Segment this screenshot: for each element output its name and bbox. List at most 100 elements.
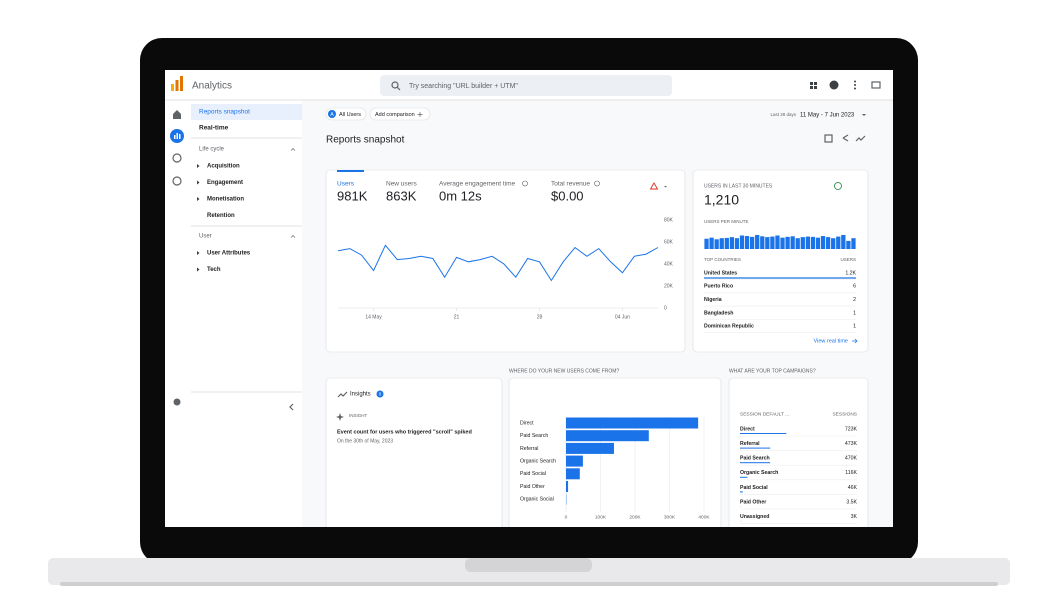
- section-title: WHERE DO YOUR NEW USERS COME FROM?: [509, 368, 619, 374]
- bar: [755, 234, 760, 249]
- bar: [775, 235, 780, 249]
- campaign-name: Paid Other: [740, 499, 766, 505]
- x-tick-label: 21: [454, 314, 460, 320]
- country-name: Bangladesh: [704, 310, 733, 316]
- nav-item[interactable]: Monetisation: [207, 197, 244, 203]
- chevron: [290, 235, 296, 238]
- settings-icon[interactable]: [173, 398, 181, 406]
- metric-value: 863K: [386, 188, 417, 203]
- expand-arrow: [197, 251, 200, 255]
- logo: [180, 76, 183, 91]
- insights-icon: [337, 391, 348, 398]
- view-realtime-link[interactable]: View real time: [814, 338, 848, 344]
- date-range[interactable]: 11 May - 7 Jun 2023: [800, 113, 855, 119]
- share-icon[interactable]: [842, 134, 849, 142]
- metric-label[interactable]: Users: [337, 181, 355, 188]
- metric-label[interactable]: New users: [386, 181, 417, 188]
- metric-value: $0.00: [551, 188, 584, 203]
- help-icon[interactable]: [829, 80, 839, 90]
- advertising-icon[interactable]: [172, 176, 182, 186]
- x-tick-label: 200K: [629, 514, 641, 520]
- country-name: Nigeria: [704, 297, 722, 303]
- bar: [765, 237, 770, 249]
- nav-section[interactable]: User: [199, 234, 212, 240]
- insight-date: On the 30th of May, 2023: [337, 438, 393, 444]
- logo: [171, 84, 174, 91]
- segment-badge-text: A: [330, 112, 334, 118]
- campaign-name: Referral: [740, 441, 760, 447]
- country-users: 1: [853, 310, 856, 316]
- insights-icon[interactable]: [855, 135, 866, 142]
- bar: [566, 455, 583, 467]
- line-series: [337, 244, 659, 282]
- status-icon: [834, 182, 842, 190]
- account-icon[interactable]: [871, 81, 881, 89]
- dropdown-icon: [664, 186, 667, 188]
- bar: [750, 236, 755, 249]
- y-tick-label: Organic Search: [520, 458, 556, 464]
- search-placeholder: Try searching "URL builder + UTM": [409, 83, 518, 90]
- country-name: United States: [704, 270, 737, 276]
- apps-icon[interactable]: [810, 82, 817, 89]
- segment-badge: [328, 110, 336, 118]
- nav-section[interactable]: Life cycle: [199, 147, 225, 153]
- explore-icon[interactable]: [172, 153, 182, 163]
- campaign-sessions: 473K: [845, 441, 858, 447]
- bar: [714, 239, 719, 249]
- segment-chip[interactable]: [325, 107, 367, 121]
- page-title: Reports snapshot: [326, 135, 405, 146]
- nav-item[interactable]: User Attributes: [207, 251, 251, 257]
- country-users: 6: [853, 284, 856, 290]
- campaign-name: Organic Search: [740, 470, 778, 476]
- nav-item[interactable]: Tech: [207, 267, 221, 273]
- y-tick-label: 60K: [664, 239, 674, 245]
- insight-headline[interactable]: Event count for users who triggered "scr…: [337, 429, 472, 435]
- country-users: 1.2K: [845, 270, 856, 276]
- realtime-value: 1,210: [704, 192, 739, 208]
- campaign-name: Paid Social: [740, 485, 768, 491]
- bar: [724, 237, 729, 249]
- bar: [709, 237, 714, 249]
- more-icon[interactable]: [854, 80, 856, 90]
- laptop-notch: [465, 558, 592, 572]
- nav-item[interactable]: Retention: [207, 213, 235, 219]
- session-bar: [740, 476, 748, 478]
- campaign-name: Unassigned: [740, 514, 769, 520]
- search-box[interactable]: [380, 75, 672, 96]
- bar: [744, 236, 750, 249]
- alert-icon[interactable]: [649, 182, 659, 190]
- bar: [815, 237, 821, 249]
- search-icon: [396, 86, 401, 91]
- x-tick-label: 28: [537, 314, 543, 320]
- info-icon: [522, 180, 528, 187]
- nav-item[interactable]: Engagement: [207, 180, 243, 186]
- y-tick-label: 40K: [664, 261, 674, 267]
- x-tick-label: 100K: [595, 514, 607, 520]
- countries-header: TOP COUNTRIES: [704, 257, 741, 262]
- insights-title: Insights: [350, 392, 371, 398]
- y-tick-label: Referral: [520, 446, 538, 452]
- collapse-icon[interactable]: [289, 403, 294, 411]
- bar: [566, 417, 699, 429]
- session-bar: [740, 433, 787, 434]
- country-name: Dominican Republic: [704, 324, 754, 330]
- country-name: Puerto Rico: [704, 284, 733, 290]
- campaign-name: Paid Search: [740, 456, 770, 462]
- add-comparison-chip[interactable]: [369, 107, 431, 121]
- edit-icon[interactable]: [824, 134, 833, 143]
- home-icon[interactable]: [173, 110, 181, 119]
- nav-item[interactable]: Reports snapshot: [199, 109, 250, 116]
- plus-icon: [417, 112, 423, 117]
- campaign-sessions: 723K: [845, 426, 858, 432]
- add-comparison: Add comparison: [375, 112, 415, 118]
- bar: [790, 236, 795, 249]
- logo: [175, 80, 179, 91]
- bar: [841, 234, 846, 249]
- metric-label[interactable]: Total revenue: [551, 181, 590, 188]
- bar: [704, 238, 709, 249]
- nav-item[interactable]: Acquisition: [207, 164, 240, 170]
- metric-label[interactable]: Average engagement time: [439, 181, 516, 188]
- nav-item[interactable]: Real-time: [199, 125, 229, 132]
- expand-arrow: [197, 197, 200, 201]
